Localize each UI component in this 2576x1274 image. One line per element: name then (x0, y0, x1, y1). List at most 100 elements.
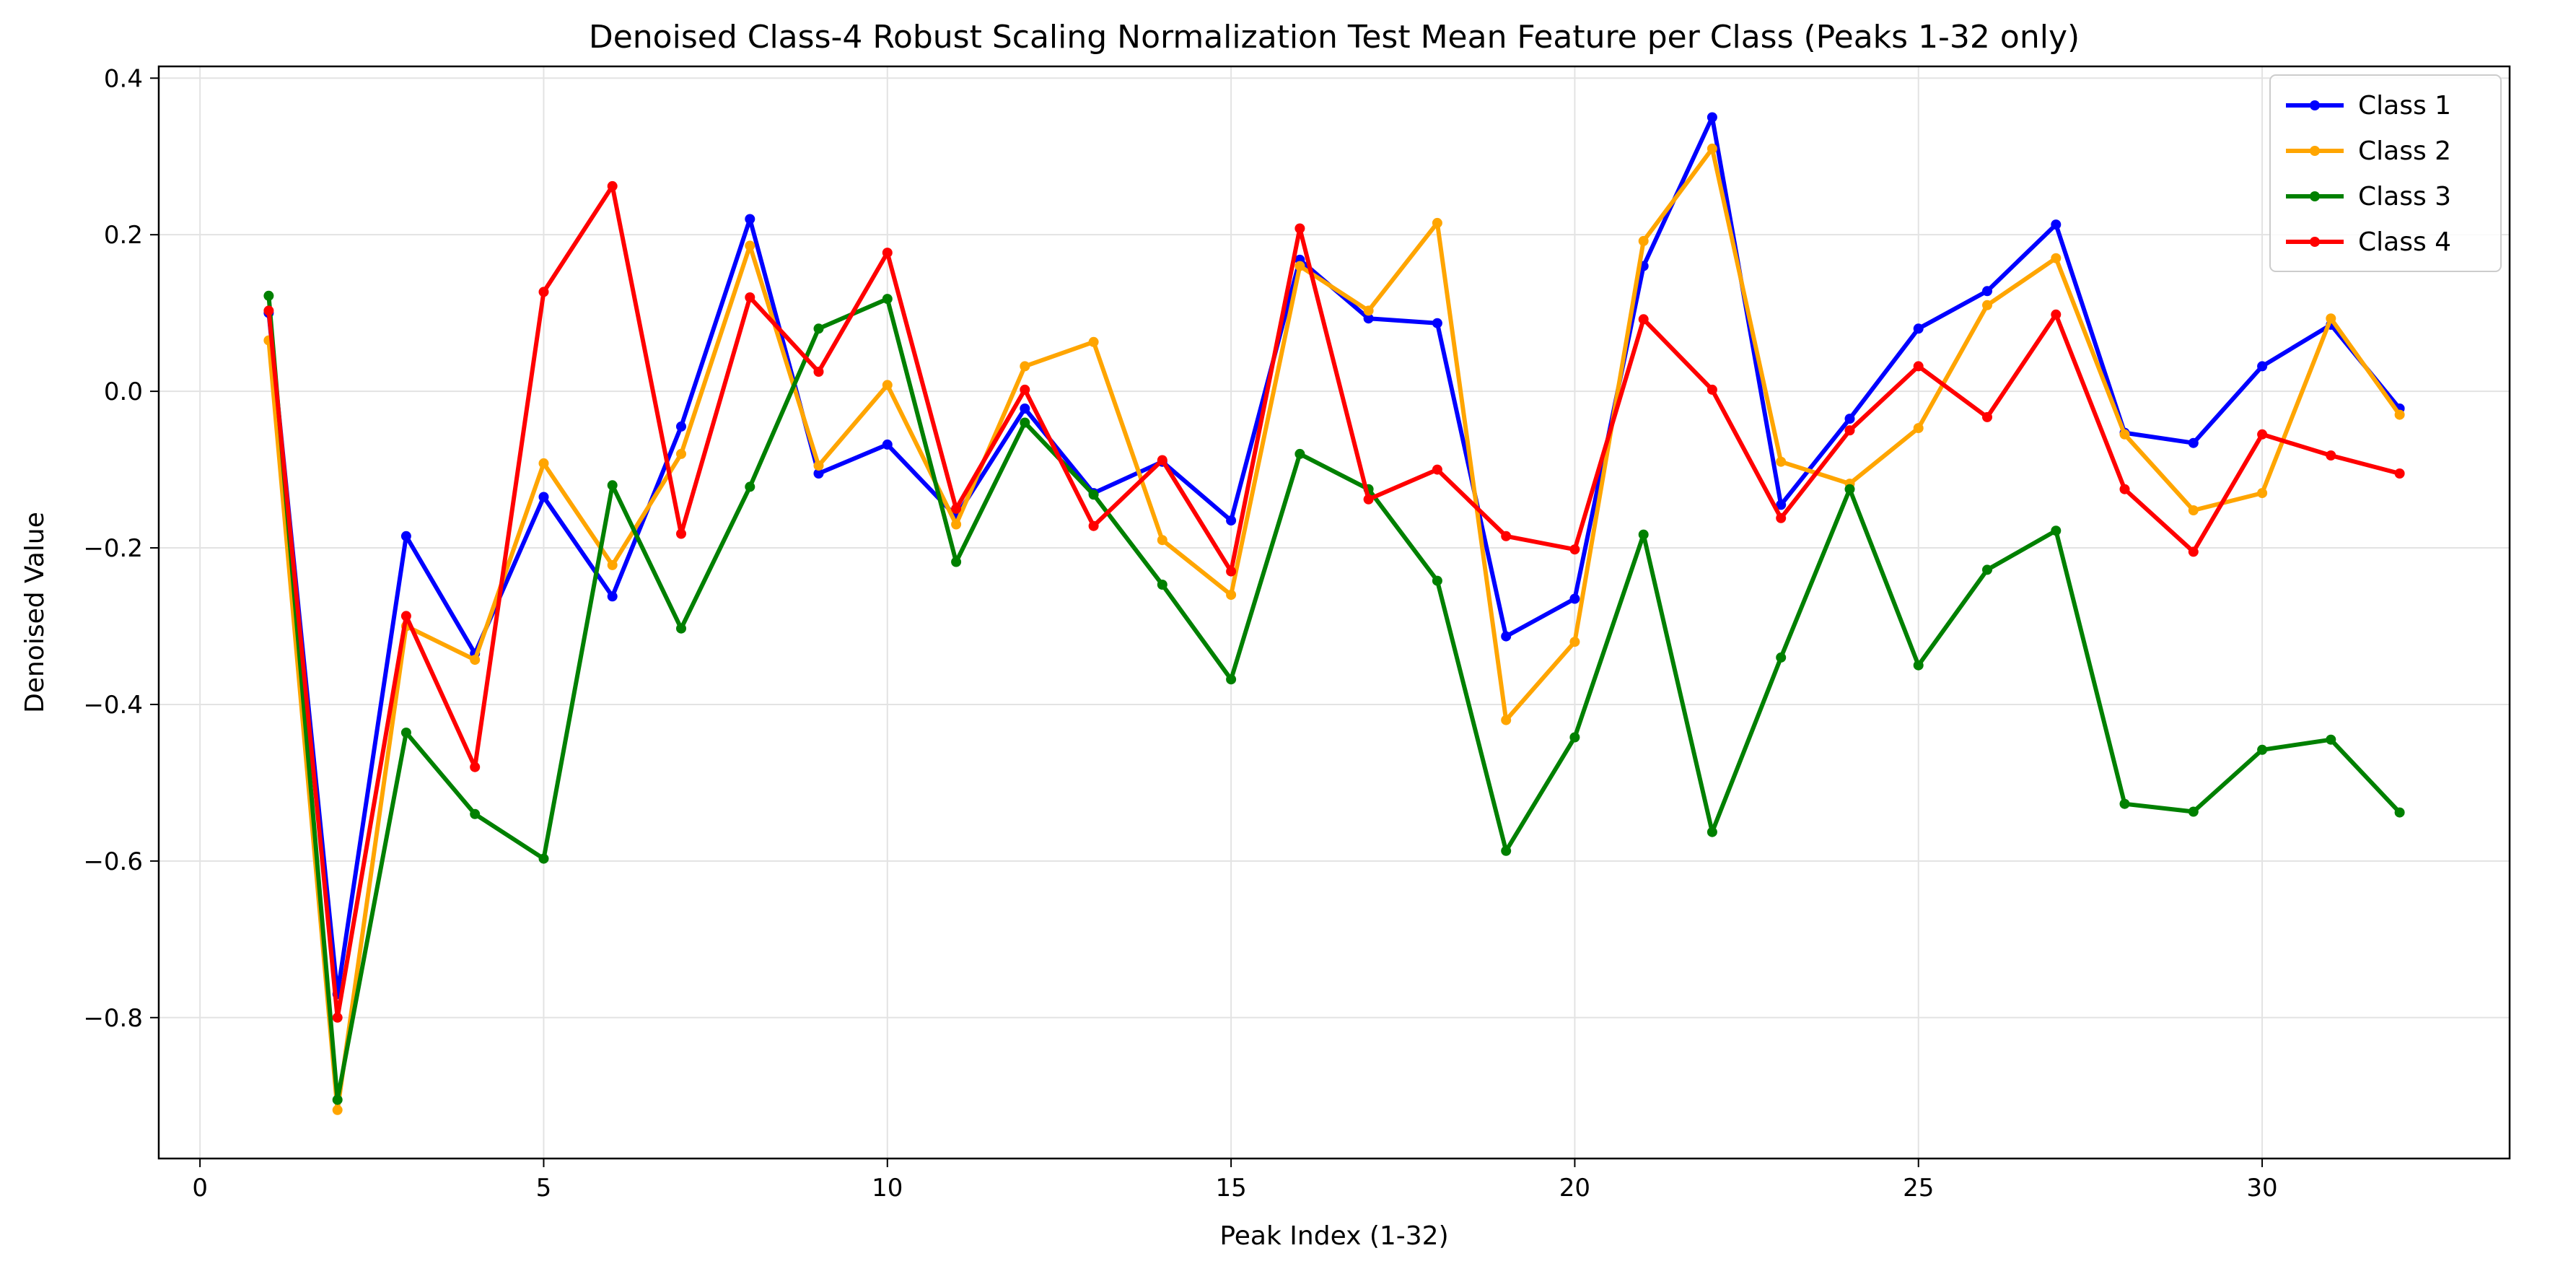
data-point-class-4 (1707, 384, 1717, 395)
data-point-class-3 (1020, 417, 1030, 428)
data-point-class-3 (1432, 575, 1442, 586)
legend-label: Class 1 (2358, 91, 2451, 121)
data-point-class-4 (1020, 384, 1030, 395)
data-point-class-3 (951, 557, 962, 567)
data-point-class-2 (813, 461, 824, 471)
data-point-class-2 (1913, 423, 1924, 434)
data-point-class-3 (332, 1094, 343, 1105)
data-point-class-4 (676, 528, 686, 539)
y-tick-label: 0.4 (104, 64, 143, 93)
data-point-class-4 (882, 248, 893, 258)
data-point-class-4 (1501, 531, 1512, 541)
data-point-class-2 (1363, 305, 1374, 316)
data-point-class-4 (1982, 411, 1992, 422)
data-point-class-1 (1226, 515, 1237, 526)
data-point-class-3 (2326, 734, 2336, 745)
data-point-class-3 (2257, 744, 2268, 755)
data-point-class-2 (1982, 300, 1992, 310)
legend-swatch-marker (2310, 100, 2320, 110)
data-point-class-4 (2119, 484, 2130, 494)
data-point-class-4 (1638, 314, 1649, 325)
x-tick-label: 0 (192, 1174, 208, 1203)
data-point-class-2 (882, 380, 893, 391)
data-point-class-2 (1226, 590, 1237, 601)
data-point-class-1 (745, 214, 755, 224)
series-line-class-4 (266, 183, 2402, 1020)
data-point-class-2 (1294, 261, 1305, 271)
data-point-class-3 (882, 294, 893, 305)
series-class-2 (263, 143, 2405, 1115)
data-point-class-4 (1226, 566, 1237, 577)
data-point-class-2 (1569, 637, 1580, 647)
data-point-class-1 (607, 591, 618, 602)
data-point-class-4 (1776, 512, 1787, 523)
series-class-4 (263, 180, 2405, 1023)
data-point-class-1 (1913, 323, 1924, 334)
data-point-class-1 (1020, 403, 1030, 414)
data-point-class-3 (538, 853, 549, 864)
data-point-class-4 (263, 305, 274, 316)
data-point-class-3 (607, 480, 618, 491)
legend-box (2269, 74, 2502, 272)
data-point-class-4 (538, 287, 549, 297)
data-point-class-2 (538, 458, 549, 468)
legend-label: Class 2 (2358, 136, 2451, 166)
series-line-class-3 (266, 293, 2402, 1102)
x-tick-label: 15 (1215, 1174, 1246, 1203)
series-line-class-2 (266, 146, 2402, 1112)
data-point-class-4 (2188, 546, 2199, 557)
data-point-class-2 (2051, 253, 2062, 263)
data-point-class-1 (400, 531, 411, 541)
data-point-class-2 (1088, 336, 1099, 347)
x-tick-label: 10 (872, 1174, 903, 1203)
data-point-class-4 (2394, 468, 2405, 479)
data-point-class-3 (745, 481, 755, 492)
data-point-class-1 (813, 468, 824, 479)
data-point-class-3 (1501, 845, 1512, 856)
data-point-class-1 (1707, 112, 1717, 123)
y-tick-label: −0.2 (83, 534, 143, 563)
data-point-class-4 (607, 180, 618, 191)
legend-item-class-1: Class 1 (2286, 91, 2451, 121)
data-point-class-2 (470, 655, 481, 666)
data-point-class-2 (676, 448, 686, 459)
data-point-class-4 (1088, 520, 1099, 531)
data-point-class-2 (332, 1104, 343, 1115)
y-tick-label: 0.0 (104, 378, 143, 406)
data-point-class-4 (951, 503, 962, 514)
data-point-class-3 (1707, 826, 1717, 837)
legend-swatch-marker (2310, 146, 2320, 156)
data-point-class-4 (400, 611, 411, 621)
plot-frame (157, 65, 2511, 1160)
data-point-class-3 (1088, 489, 1099, 500)
data-point-class-1 (1432, 318, 1442, 328)
data-point-class-4 (2326, 450, 2336, 461)
legend-swatch-marker (2310, 191, 2320, 201)
data-point-class-1 (2188, 437, 2199, 448)
series-layer (263, 112, 2405, 1115)
data-point-class-3 (676, 623, 686, 634)
data-point-class-3 (2188, 806, 2199, 817)
data-point-class-3 (1982, 564, 1992, 575)
y-axis-label: Denoised Value (20, 512, 50, 713)
data-point-class-4 (1913, 361, 1924, 372)
data-point-class-2 (2257, 488, 2268, 499)
data-point-class-3 (400, 728, 411, 738)
data-point-class-3 (1226, 674, 1237, 685)
y-tick-label: −0.6 (83, 847, 143, 876)
data-point-class-2 (1432, 217, 1442, 228)
data-point-class-3 (1844, 484, 1855, 494)
data-point-class-2 (951, 519, 962, 530)
legend-label: Class 3 (2358, 182, 2451, 211)
data-point-class-3 (263, 290, 274, 301)
data-point-class-4 (1844, 425, 1855, 436)
data-point-class-2 (2326, 313, 2336, 324)
data-point-class-3 (2394, 807, 2405, 818)
data-point-class-1 (676, 421, 686, 432)
data-point-class-3 (2119, 798, 2130, 809)
data-point-class-4 (1432, 464, 1442, 475)
data-point-class-2 (1707, 143, 1717, 154)
data-point-class-4 (1569, 544, 1580, 555)
data-point-class-2 (2119, 429, 2130, 440)
